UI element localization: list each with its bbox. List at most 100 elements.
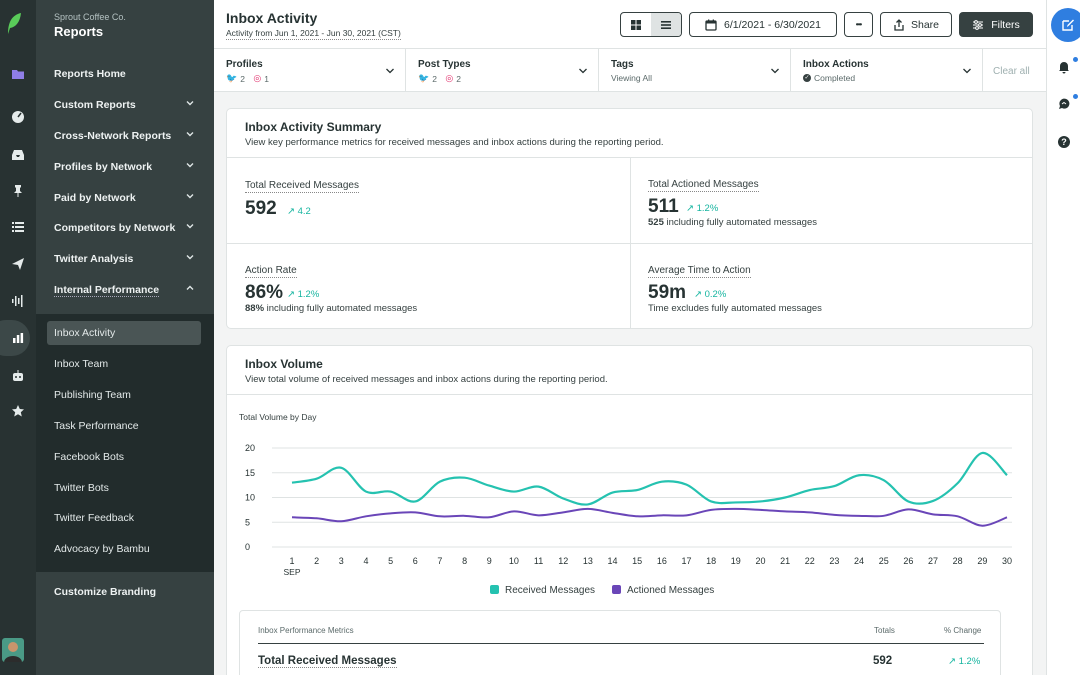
activity-dot: [1073, 94, 1078, 99]
main-content: Inbox Activity Activity from Jun 1, 2021…: [214, 0, 1046, 675]
clear-all-link[interactable]: Clear all: [993, 66, 1030, 77]
trend-up-icon: ↗: [686, 203, 694, 214]
compose-icon: [1062, 19, 1074, 31]
notifications-bell-icon[interactable]: [1055, 58, 1073, 76]
folder-icon[interactable]: [0, 57, 36, 91]
page-subtitle: Activity from Jun 1, 2021 - Jun 30, 2021…: [226, 28, 401, 40]
nav-title: Reports: [54, 24, 104, 39]
list-icon: [661, 20, 671, 29]
trend-up-icon: ↗: [948, 656, 956, 667]
x-month-label: SEP: [283, 567, 300, 577]
chevron-down-icon: [771, 68, 779, 74]
metric-label: Total Actioned Messages: [648, 179, 759, 192]
post-types-filter[interactable]: Post Types 🐦 2 ◎ 2: [406, 49, 599, 92]
inbox-actions-filter[interactable]: Inbox Actions ✓ Completed: [791, 49, 983, 92]
profiles-filter[interactable]: Profiles 🐦 2 ◎ 1: [214, 49, 406, 92]
subnav-item-inbox-team[interactable]: Inbox Team: [54, 358, 109, 370]
legend-label: Actioned Messages: [627, 585, 714, 596]
summary-title: Inbox Activity Summary: [245, 120, 382, 134]
metric-change: ↗ 0.2%: [694, 289, 727, 300]
pin-icon[interactable]: [0, 174, 36, 208]
x-tick-label: 12: [558, 556, 568, 566]
send-icon[interactable]: [0, 247, 36, 281]
metric-label: Total Received Messages: [245, 180, 359, 193]
more-options-button[interactable]: •••: [844, 12, 873, 37]
customize-branding-link[interactable]: Customize Branding: [54, 586, 157, 598]
x-tick-label: 25: [879, 556, 889, 566]
tags-filter[interactable]: Tags Viewing All: [599, 49, 791, 92]
nav-item-custom-reports[interactable]: Custom Reports: [54, 99, 214, 111]
notification-dot: [1073, 57, 1078, 62]
nav-item-profiles-by-network[interactable]: Profiles by Network: [54, 161, 214, 173]
inbox-activity-summary-card: Inbox Activity Summary View key performa…: [226, 108, 1033, 329]
subnav-item-twitter-feedback[interactable]: Twitter Feedback: [54, 512, 134, 524]
inbox-performance-metrics-table: Inbox Performance Metrics Totals % Chang…: [239, 610, 1001, 675]
metric-note: Time excludes fully automated messages: [648, 303, 822, 314]
metric-change: ↗ 1.2%: [686, 203, 719, 214]
dashboard-icon[interactable]: [0, 99, 36, 133]
nav-item-competitors-by-network[interactable]: Competitors by Network: [54, 222, 214, 234]
star-review-icon[interactable]: [0, 394, 36, 428]
chart-title: Total Volume by Day: [239, 412, 317, 422]
x-tick-label: 27: [928, 556, 938, 566]
help-icon[interactable]: ?: [1055, 133, 1073, 151]
subnav-item-task-performance[interactable]: Task Performance: [54, 420, 139, 432]
subnav-item-inbox-activity[interactable]: Inbox Activity: [47, 321, 201, 345]
metric-change: ↗ 1.2%: [287, 289, 320, 300]
subnav-item-facebook-bots[interactable]: Facebook Bots: [54, 451, 125, 463]
tags-filter-label: Tags: [611, 59, 634, 70]
nav-item-twitter-analysis[interactable]: Twitter Analysis: [54, 253, 214, 265]
date-range-button[interactable]: 6/1/2021 - 6/30/2021: [689, 12, 837, 37]
grid-view-button[interactable]: [621, 13, 651, 36]
post-types-instagram-count: 2: [456, 73, 461, 84]
profiles-twitter-count: 2: [240, 73, 245, 84]
check-circle-icon: ✓: [803, 74, 811, 82]
inbox-actions-filter-value: Completed: [814, 73, 856, 83]
avatar[interactable]: [2, 638, 24, 662]
internal-performance-submenu: Inbox Activity Inbox Team Publishing Tea…: [36, 314, 214, 572]
x-tick-label: 19: [731, 556, 741, 566]
chevron-down-icon: [963, 68, 971, 74]
chevron-down-icon: [186, 224, 194, 229]
metric-note: 88% including fully automated messages: [245, 303, 418, 314]
table-header-metrics: Inbox Performance Metrics: [258, 626, 354, 635]
trend-up-icon: ↗: [287, 206, 295, 217]
compose-button[interactable]: [1051, 8, 1080, 42]
listening-icon[interactable]: [0, 284, 36, 318]
subnav-item-twitter-bots[interactable]: Twitter Bots: [54, 482, 109, 494]
filters-button[interactable]: Filters: [959, 12, 1033, 37]
reports-icon[interactable]: [0, 320, 36, 356]
x-tick-label: 28: [953, 556, 963, 566]
chevron-down-icon: [579, 68, 587, 74]
inbox-icon[interactable]: [0, 138, 36, 172]
x-tick-label: 21: [780, 556, 790, 566]
x-tick-label: 15: [632, 556, 642, 566]
subnav-item-publishing-team[interactable]: Publishing Team: [54, 389, 131, 401]
grid-icon: [631, 19, 641, 30]
x-tick-label: 8: [462, 556, 467, 566]
list-view-button[interactable]: [651, 13, 681, 36]
nav-item-cross-network-reports[interactable]: Cross-Network Reports: [54, 130, 214, 142]
sprout-logo-icon[interactable]: [6, 12, 22, 36]
table-row-label[interactable]: Total Received Messages: [258, 655, 397, 668]
subnav-item-advocacy-by-bambu[interactable]: Advocacy by Bambu: [54, 543, 150, 555]
summary-subtitle: View key performance metrics for receive…: [245, 137, 664, 148]
series-line-received: [291, 451, 1008, 506]
table-row-total: 592: [873, 655, 893, 667]
list-icon[interactable]: [0, 210, 36, 244]
twitter-icon: 🐦: [418, 73, 430, 83]
activity-feed-icon[interactable]: [1055, 95, 1073, 113]
chevron-down-icon: [186, 163, 194, 168]
nav-item-reports-home[interactable]: Reports Home: [54, 68, 126, 80]
calendar-icon: [705, 19, 717, 31]
nav-item-paid-by-network[interactable]: Paid by Network: [54, 192, 214, 204]
nav-item-internal-performance[interactable]: Internal Performance: [54, 284, 214, 297]
x-tick-label: 13: [583, 556, 593, 566]
metric-total-received: Total Received Messages 592 ↗ 4.2: [227, 166, 630, 252]
instagram-icon: ◎: [253, 73, 262, 83]
share-button[interactable]: Share: [880, 12, 952, 37]
bot-icon[interactable]: [0, 359, 36, 393]
sliders-icon: [973, 19, 984, 30]
y-tick-label: 15: [245, 468, 255, 478]
table-header-totals: Totals: [874, 626, 895, 635]
